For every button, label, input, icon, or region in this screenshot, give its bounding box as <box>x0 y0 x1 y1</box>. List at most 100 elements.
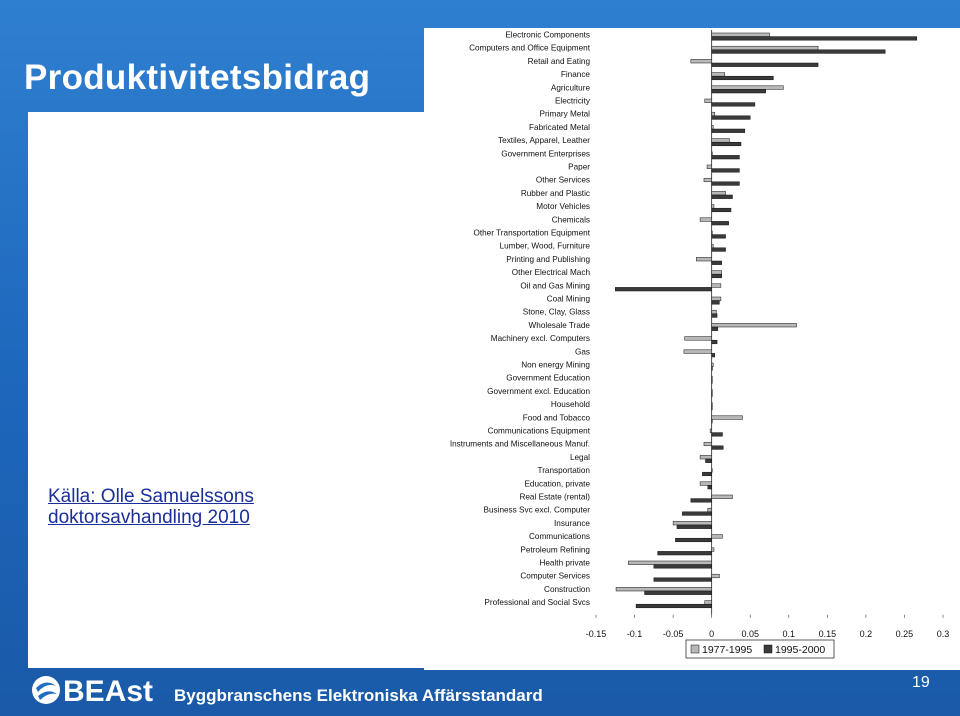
category-label: Oil and Gas Mining <box>520 281 590 290</box>
category-label: Coal Mining <box>547 295 591 304</box>
bar-1977-1995 <box>711 362 714 367</box>
category-label: Paper <box>568 163 590 172</box>
bar-1995-2000 <box>711 445 724 450</box>
x-tick-label: -0.05 <box>663 629 684 639</box>
x-tick-label: -0.15 <box>586 629 607 639</box>
category-label: Non energy Mining <box>521 361 590 370</box>
category-label: Finance <box>561 70 591 79</box>
bar-1995-2000 <box>711 247 726 252</box>
legend-box <box>685 639 835 659</box>
bar-1995-2000 <box>711 181 740 186</box>
footer-text: Byggbranschens Elektroniska Affärsstanda… <box>174 686 543 705</box>
bar-1977-1995 <box>684 336 712 341</box>
category-label: Government excl. Education <box>487 387 590 396</box>
bar-1995-2000 <box>711 379 713 384</box>
category-label: Health private <box>539 559 590 568</box>
bar-1977-1995 <box>711 125 714 130</box>
bar-1977-1995 <box>711 534 723 539</box>
bar-1977-1995 <box>695 257 712 262</box>
bar-1995-2000 <box>711 102 756 107</box>
category-label: Education, private <box>524 479 590 488</box>
bar-1977-1995 <box>711 72 726 77</box>
bar-1995-2000 <box>711 419 713 424</box>
bar-1995-2000 <box>707 485 712 490</box>
category-label: Communications <box>529 532 590 541</box>
category-label: Printing and Publishing <box>506 255 590 264</box>
category-label: Communications Equipment <box>488 427 591 436</box>
bar-1977-1995 <box>711 402 713 407</box>
bar-1977-1995 <box>703 441 712 447</box>
bar-1977-1995 <box>711 323 797 328</box>
x-tick-label: 0.1 <box>783 629 796 639</box>
bar-1995-2000 <box>711 36 918 41</box>
bar-1977-1995 <box>699 481 712 486</box>
bar-1995-2000 <box>644 590 712 595</box>
bar-1995-2000 <box>711 366 713 371</box>
chart-area: Electronic Components Computers and Offic… <box>424 28 960 670</box>
bar-1977-1995 <box>711 85 784 90</box>
x-tick-label: 0 <box>709 629 714 639</box>
bar-1977-1995 <box>711 283 722 288</box>
category-label: Stone, Clay, Glass <box>523 308 590 317</box>
bar-1995-2000 <box>711 194 733 199</box>
bar-1977-1995 <box>711 389 713 394</box>
bar-1977-1995 <box>711 204 715 209</box>
source-note-line-2: doktorsavhandling 2010 <box>48 507 250 528</box>
bar-1977-1995 <box>711 547 715 552</box>
bar-1977-1995 <box>711 375 713 381</box>
bar-1977-1995 <box>711 191 726 196</box>
bar-1977-1995 <box>615 587 712 592</box>
bar-1995-2000 <box>705 458 712 463</box>
category-label: Retail and Eating <box>528 57 591 66</box>
bar-1995-2000 <box>711 168 740 173</box>
category-label: Government Enterprises <box>501 149 590 158</box>
category-label: Insurance <box>554 519 590 528</box>
bar-1995-2000 <box>690 498 712 503</box>
bar-1995-2000 <box>711 260 722 265</box>
bar-1977-1995 <box>711 270 722 275</box>
legend-swatch-1977-1995 <box>690 644 700 654</box>
category-label: Construction <box>544 585 590 594</box>
bar-1977-1995 <box>711 415 743 420</box>
category-label: Real Estate (rental) <box>519 493 590 502</box>
category-label: Gas <box>575 347 590 356</box>
category-label: Lumber, Wood, Furniture <box>500 242 591 251</box>
category-label: Wholesale Trade <box>529 321 591 330</box>
bar-1977-1995 <box>709 428 712 433</box>
category-label: Food and Tobacco <box>523 413 591 422</box>
bar-1977-1995 <box>711 573 720 579</box>
category-label: Fabricated Metal <box>529 123 590 132</box>
category-label: Electronic Components <box>505 31 590 40</box>
legend-label-1977-1995: 1977-1995 <box>702 644 752 656</box>
bar-1995-2000 <box>711 405 713 411</box>
x-tick-label: 0.2 <box>860 629 873 639</box>
x-tick-label: 0.15 <box>819 629 837 639</box>
bar-1995-2000 <box>682 511 712 516</box>
x-tick-label: 0.3 <box>937 629 950 639</box>
legend-swatch-1995-2000 <box>763 644 773 654</box>
category-label: Computer Services <box>520 572 590 581</box>
bar-1977-1995 <box>704 600 712 605</box>
bar-1977-1995 <box>711 309 717 315</box>
bar-1977-1995 <box>703 177 712 183</box>
category-label: Motor Vehicles <box>536 202 590 211</box>
bar-1995-2000 <box>711 207 732 213</box>
category-label: Transportation <box>538 466 591 475</box>
slide-title: Produktivitetsbidrag <box>24 58 371 97</box>
bar-1995-2000 <box>635 603 712 609</box>
bar-1977-1995 <box>711 243 714 249</box>
category-label: Household <box>551 400 591 409</box>
bar-1995-2000 <box>711 155 740 160</box>
x-tick-label: 0.05 <box>741 629 759 639</box>
bar-1995-2000 <box>653 564 712 569</box>
bar-1995-2000 <box>711 326 719 331</box>
legend-label-1995-2000: 1995-2000 <box>775 644 825 656</box>
bar-1977-1995 <box>628 560 712 565</box>
bar-1977-1995 <box>672 521 712 526</box>
category-label: Instruments and Miscellaneous Manuf. <box>450 440 590 449</box>
page-number: 19 <box>912 674 930 691</box>
bar-1995-2000 <box>657 551 712 556</box>
bar-1995-2000 <box>711 273 722 279</box>
bar-1977-1995 <box>699 217 712 222</box>
bar-1977-1995 <box>711 111 716 117</box>
